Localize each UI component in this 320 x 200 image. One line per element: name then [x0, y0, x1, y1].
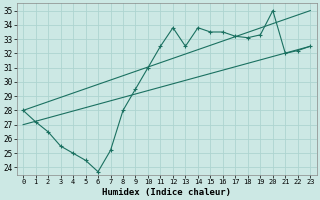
X-axis label: Humidex (Indice chaleur): Humidex (Indice chaleur)	[102, 188, 231, 197]
